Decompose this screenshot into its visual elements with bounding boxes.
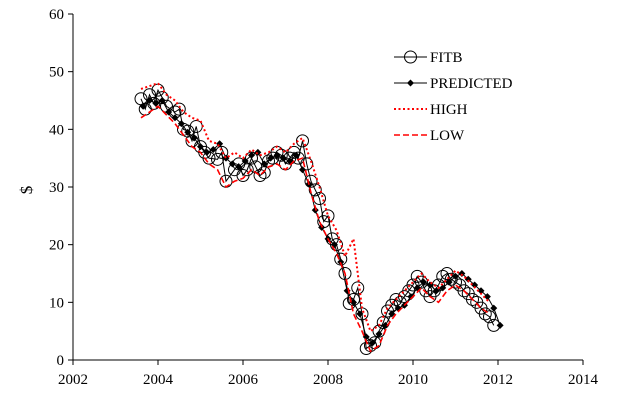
- series-fitb: [134, 83, 501, 355]
- data-point: [321, 209, 335, 223]
- data-point: [356, 310, 364, 318]
- legend-item-low: LOW: [394, 128, 465, 144]
- y-tick-label: 50: [49, 65, 64, 81]
- data-point: [471, 281, 479, 289]
- y-tick-label: 0: [57, 353, 65, 369]
- data-point: [248, 151, 255, 159]
- data-point: [235, 163, 243, 171]
- legend-label: FITB: [430, 50, 463, 66]
- legend-label: PREDICTED: [430, 76, 513, 92]
- data-point: [432, 287, 440, 295]
- data-point: [158, 97, 166, 104]
- data-point: [445, 278, 453, 286]
- data-point: [311, 206, 319, 214]
- data-point: [241, 157, 249, 165]
- data-point: [300, 157, 314, 171]
- plot-area: [134, 82, 504, 355]
- y-tick-label: 60: [49, 7, 64, 23]
- data-point: [369, 339, 377, 347]
- data-point: [146, 97, 153, 104]
- data-point: [139, 102, 147, 110]
- data-point: [203, 148, 211, 156]
- series-line-high: [140, 82, 491, 333]
- data-point: [172, 102, 186, 116]
- data-point: [483, 293, 491, 301]
- data-point: [209, 146, 217, 154]
- y-tick-label: 40: [49, 122, 64, 138]
- data-point: [254, 148, 262, 156]
- x-tick-label: 2014: [568, 372, 599, 388]
- data-point: [299, 166, 306, 174]
- series-low: [140, 105, 490, 353]
- data-point: [279, 154, 287, 162]
- data-point: [407, 293, 415, 301]
- x-tick-label: 2012: [483, 372, 513, 388]
- data-point: [406, 278, 420, 292]
- x-tick-label: 2006: [228, 372, 259, 388]
- series-high: [140, 82, 491, 333]
- data-point: [197, 143, 204, 151]
- data-point: [215, 145, 229, 159]
- data-point: [308, 183, 322, 197]
- axes: [72, 14, 583, 361]
- data-point: [165, 108, 173, 116]
- data-point: [375, 330, 383, 338]
- data-point: [253, 168, 267, 182]
- data-point: [496, 321, 504, 329]
- data-point: [466, 292, 479, 306]
- legend-marker: [407, 79, 414, 87]
- data-point: [211, 152, 224, 166]
- x-tick-label: 2010: [398, 372, 428, 388]
- data-point: [152, 99, 160, 107]
- data-point: [457, 284, 471, 298]
- legend-marker: [404, 50, 417, 64]
- data-point: [177, 120, 185, 128]
- legend-item-fitb: FITB: [394, 50, 463, 66]
- x-ticks: 2002 2004 2006 2008 2010 2012 2014: [58, 360, 599, 388]
- data-point: [478, 307, 492, 321]
- data-point: [171, 114, 179, 122]
- data-point: [458, 270, 466, 277]
- data-point: [477, 287, 485, 295]
- legend-label: LOW: [430, 128, 465, 144]
- y-tick-label: 20: [49, 238, 64, 254]
- x-tick-label: 2004: [143, 372, 174, 388]
- data-point: [452, 272, 459, 280]
- x-tick-label: 2008: [313, 372, 343, 388]
- data-point: [490, 304, 498, 312]
- y-axis-title: $: [17, 186, 36, 195]
- data-point: [190, 134, 198, 142]
- data-point: [439, 284, 447, 292]
- data-point: [260, 160, 268, 168]
- series-line-low: [140, 105, 490, 353]
- x-tick-label: 2002: [58, 372, 88, 388]
- y-tick-label: 30: [49, 180, 64, 196]
- legend-item-predicted: PREDICTED: [394, 76, 513, 92]
- data-point: [304, 174, 318, 188]
- data-point: [381, 321, 389, 329]
- data-point: [350, 298, 357, 306]
- data-point: [184, 128, 192, 136]
- data-point: [267, 154, 275, 162]
- data-point: [436, 269, 450, 283]
- y-tick-label: 10: [49, 295, 64, 311]
- data-point: [273, 151, 281, 159]
- legend-item-high: HIGH: [394, 102, 468, 118]
- data-point: [228, 160, 236, 168]
- legend: FITB PREDICTED HIGH LOW: [394, 50, 513, 144]
- data-point: [351, 281, 365, 295]
- data-point: [389, 292, 403, 306]
- data-point: [420, 278, 428, 286]
- data-point: [388, 310, 396, 318]
- data-point: [415, 275, 428, 289]
- data-point: [292, 151, 300, 159]
- data-point: [240, 163, 254, 177]
- legend-label: HIGH: [430, 102, 468, 118]
- y-ticks: 0 10 20 30 40 50 60: [49, 7, 73, 369]
- data-point: [483, 310, 496, 324]
